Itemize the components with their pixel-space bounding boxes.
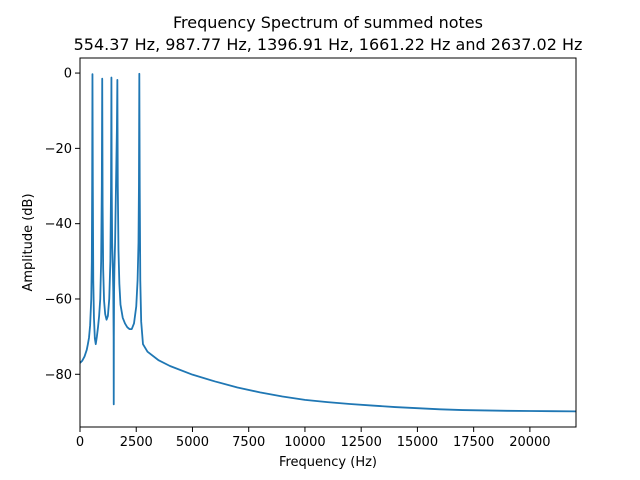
plot-frame [79,57,577,428]
y-tick-label: −60 [45,292,72,307]
x-axis: 0 2500 5000 7500 10000 12500 15000 17500 20000 [76,427,551,450]
series-line-0 [79,72,577,413]
y-tick-label: 0 [64,67,72,82]
x-tick-label: 12500 [340,435,381,450]
series-group [79,72,577,413]
x-tick-label: 15000 [397,435,438,450]
plot-area [79,57,577,428]
y-axis-label: Amplitude (dB) [21,193,36,291]
y-tick-label: −80 [45,368,72,383]
x-tick-label: 20000 [509,435,550,450]
y-tick-label: −40 [45,217,72,232]
chart-subtitle: 554.37 Hz, 987.77 Hz, 1396.91 Hz, 1661.2… [74,35,583,54]
x-tick-label: 0 [76,435,84,450]
x-tick-label: 10000 [284,435,325,450]
x-tick-label: 17500 [453,435,494,450]
x-axis-label: Frequency (Hz) [279,455,377,470]
x-tick-label: 2500 [120,435,153,450]
chart-title: Frequency Spectrum of summed notes [173,13,483,32]
y-tick-label: −20 [45,142,72,157]
x-tick-label: 7500 [232,435,265,450]
x-tick-label: 5000 [176,435,209,450]
y-axis: 0 −20 −40 −60 −80 [45,67,80,383]
